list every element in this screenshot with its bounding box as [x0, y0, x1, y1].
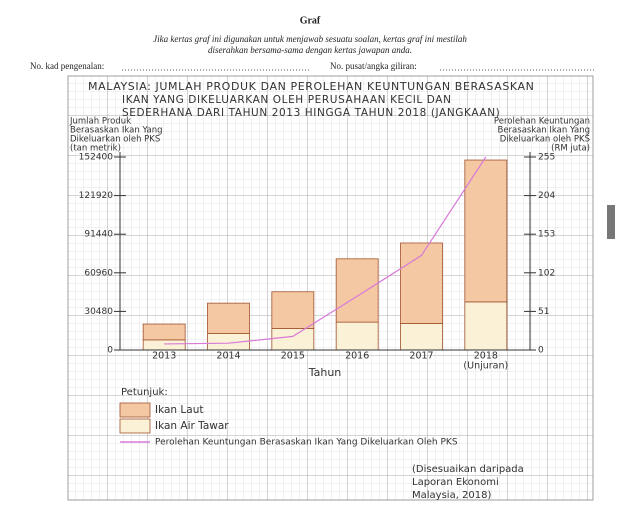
- legend-label: Ikan Air Tawar: [155, 420, 229, 432]
- y2-tick-label: 0: [538, 346, 544, 356]
- y2-tick-label: 255: [538, 153, 555, 163]
- y2-axis-label: Perolehan Keuntungan: [494, 117, 590, 127]
- y2-tick-label: 153: [538, 230, 555, 240]
- page-title: Graf: [300, 15, 321, 26]
- bar-segment: [335, 321, 379, 351]
- x-tick-label: 2016: [345, 351, 369, 362]
- bar-segment: [400, 242, 443, 324]
- legend-label: Ikan Laut: [155, 404, 203, 416]
- source-note: Malaysia, 2018): [412, 490, 492, 501]
- y2-tick-label: 204: [538, 191, 555, 201]
- x-tick-label: 2015: [281, 351, 305, 362]
- bar-segment: [271, 328, 315, 351]
- annotation: (Unjuran): [463, 361, 508, 372]
- y2-tick-label: 102: [538, 268, 555, 278]
- y-axis-label: Dikeluarkan oleh PKS: [70, 135, 160, 145]
- bar-segment: [207, 302, 250, 334]
- legend-swatch: [119, 402, 151, 418]
- side-tab: [607, 205, 615, 239]
- bar-segment: [464, 301, 508, 351]
- y-axis-label: Berasaskan Ikan Yang: [70, 126, 163, 136]
- x-tick-label: 2013: [152, 351, 176, 362]
- y-axis-label: Jumlah Produk: [69, 117, 131, 127]
- x-tick-label: 2018: [474, 351, 498, 362]
- id-label: No. kad pengenalan:: [30, 61, 104, 71]
- x-tick-label: 2017: [409, 351, 433, 362]
- line-series: [164, 156, 487, 345]
- bar-segment: [142, 323, 186, 341]
- y-tick-label: 152400: [79, 153, 114, 163]
- chart-title: SEDERHANA DARI TAHUN 2013 HINGGA TAHUN 2…: [122, 107, 500, 119]
- y-tick-label: 91440: [84, 230, 113, 240]
- x-axis-label: Tahun: [308, 366, 342, 379]
- center-label: No. pusat/angka giliran:: [330, 61, 417, 71]
- bar-segment: [464, 159, 508, 303]
- legend-title: Petunjuk:: [121, 387, 168, 398]
- source-note: (Disesuaikan daripada: [412, 464, 524, 475]
- bar-segment: [335, 258, 379, 323]
- x-tick-label: 2014: [216, 351, 240, 362]
- bar-segment: [271, 291, 315, 329]
- y-tick-label: 30480: [84, 307, 113, 317]
- y2-axis-label: Dikeluarkan oleh PKS: [500, 135, 590, 145]
- y2-tick-label: 51: [538, 307, 549, 317]
- legend-swatch: [119, 418, 151, 434]
- bar-segment: [142, 339, 186, 351]
- instruction: Jika kertas graf ini digunakan untuk men…: [153, 34, 467, 44]
- source-note: Laporan Ekonomi: [412, 477, 499, 488]
- y-tick-label: 121920: [79, 191, 114, 201]
- y-tick-label: 0: [107, 346, 113, 356]
- y2-axis-label: Berasaskan Ikan Yang: [498, 126, 591, 136]
- bar-segment: [400, 323, 443, 351]
- y2-axis-label: (RM juta): [551, 144, 590, 154]
- instruction: diserahkan bersama-sama dengan kertas ja…: [208, 45, 412, 55]
- y-tick-label: 60960: [84, 268, 113, 278]
- y-axis-label: (tan metrik): [70, 144, 121, 154]
- legend-label: Perolehan Keuntungan Berasaskan Ikan Yan…: [155, 438, 458, 448]
- chart-title: MALAYSIA: JUMLAH PRODUK DAN PEROLEHAN KE…: [88, 80, 535, 93]
- chart-title: IKAN YANG DIKELUARKAN OLEH PERUSAHAAN KE…: [122, 94, 452, 106]
- chart: MALAYSIA: JUMLAH PRODUK DAN PEROLEHAN KE…: [69, 80, 590, 501]
